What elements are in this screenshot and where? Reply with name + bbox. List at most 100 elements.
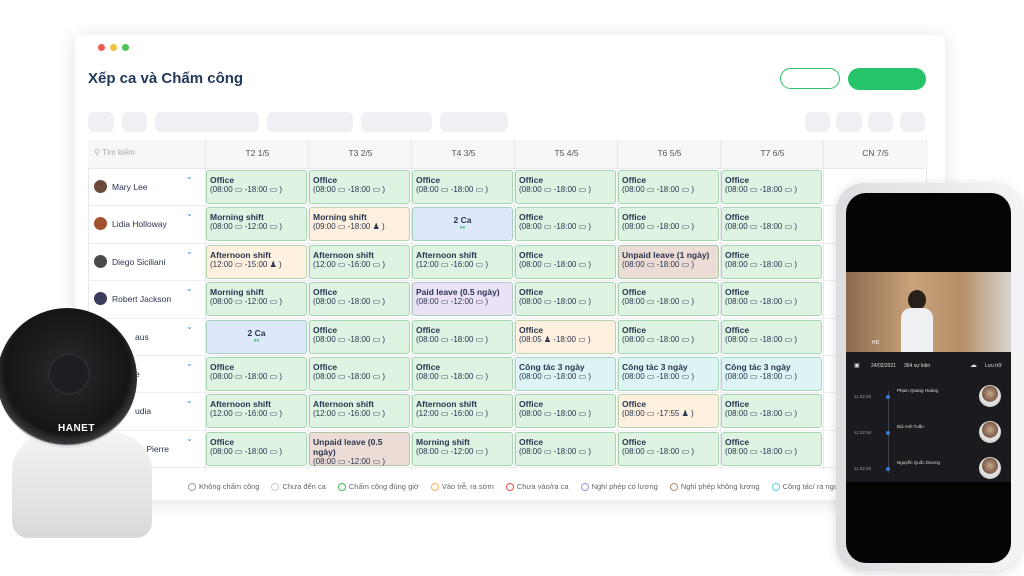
- shift-cell[interactable]: Office (08:00 ▭ -18:00 ▭ ): [721, 319, 822, 354]
- legend-label: Chưa vào/ra ca: [516, 482, 569, 491]
- shift-cell[interactable]: Công tác 3 ngày (08:00 ▭ -18:00 ▭ ): [618, 357, 719, 391]
- shift-cell[interactable]: Office (08:00 ▭ -18:00 ▭ ): [515, 431, 616, 466]
- shift-cell[interactable]: Office (08:00 ▭ -18:00 ▭ ): [515, 244, 616, 279]
- shift-cell[interactable]: Office (08:00 ▭ -18:00 ▭ ): [309, 170, 410, 204]
- shift-cell[interactable]: Office (08:00 ▭ -18:00 ▭ ): [412, 319, 513, 354]
- shift-title: Office: [210, 436, 235, 447]
- legend-item: Nghỉ phép không lương: [669, 482, 760, 491]
- toolbar-item[interactable]: [155, 112, 259, 132]
- legend-dot: [188, 482, 196, 491]
- shift-cell[interactable]: Afternoon shift (12:00 ▭ -15:00 ♟ ): [206, 244, 307, 279]
- shift-cell[interactable]: Office (08:00 ▭ -18:00 ▭ ): [206, 357, 307, 391]
- shift-cell[interactable]: Morning shift (08:00 ▭ -12:00 ▭ ): [206, 282, 307, 317]
- shift-cell[interactable]: Office (08:00 ▭ -18:00 ▭ ): [618, 431, 719, 466]
- shift-time: (08:00 ▭ -12:00 ▭ ): [210, 297, 283, 307]
- shift-time: (08:00 ▭ -18:00 ▭ ): [725, 259, 798, 269]
- shift-cell[interactable]: Office (08:00 ▭ -18:00 ▭ ): [206, 170, 307, 204]
- row-line: [88, 242, 925, 244]
- event-avatar: [979, 457, 1001, 479]
- event-name: Bùi Anh Tuấn: [897, 424, 924, 429]
- shift-cell[interactable]: Afternoon shift (12:00 ▭ -16:00 ▭ ): [412, 394, 513, 429]
- shift-cell[interactable]: Office (08:00 ▭ -18:00 ▭ ): [309, 319, 410, 354]
- archive[interactable]: Lưu trữ: [985, 363, 1002, 369]
- shift-cell[interactable]: Công tác 3 ngày (08:00 ▭ -18:00 ▭ ): [721, 357, 822, 391]
- toolbar-item[interactable]: [440, 112, 508, 132]
- shift-cell[interactable]: Office (08:00 ▭ -18:00 ▭ ): [515, 282, 616, 317]
- shift-cell[interactable]: Office (08:00 ▭ -18:00 ▭ ): [618, 319, 719, 354]
- shift-cell[interactable]: Công tác 3 ngày (08:00 ▭ -18:00 ▭ ): [515, 357, 616, 391]
- shift-cell[interactable]: Afternoon shift (12:00 ▭ -16:00 ▭ ): [309, 244, 410, 279]
- shift-cell[interactable]: 2 Ca ••: [206, 319, 307, 354]
- shift-title: Office: [725, 324, 750, 335]
- video-person: [908, 290, 926, 310]
- event-dot: [886, 431, 890, 435]
- camera-lens: [50, 355, 88, 393]
- shift-cell[interactable]: Office (08:00 ▭ -18:00 ▭ ): [412, 170, 513, 204]
- event-avatar: [979, 385, 1001, 407]
- shift-cell[interactable]: Afternoon shift (12:00 ▭ -16:00 ▭ ): [309, 394, 410, 429]
- expand: ⌄: [186, 172, 193, 181]
- shift-cell[interactable]: Office (08:00 ▭ -18:00 ▭ ): [515, 394, 616, 429]
- shift-time: (08:00 ▭ -18:00 ▭ ): [210, 372, 283, 381]
- shift-time: (12:00 ▭ -16:00 ▭ ): [416, 409, 489, 419]
- shift-title: Office: [210, 175, 235, 185]
- button[interactable]: [780, 68, 840, 89]
- shift-cell[interactable]: Office (08:00 ▭ -18:00 ▭ ): [618, 170, 719, 204]
- shift-cell[interactable]: Office (08:00 ▭ -18:00 ▭ ): [206, 431, 307, 466]
- search[interactable]: ⚲ Tìm kiếm: [94, 148, 135, 157]
- dot: [98, 44, 105, 51]
- day-header: T5 4/5: [554, 148, 579, 158]
- search-placeholder: Tìm kiếm: [101, 148, 135, 157]
- shift-cell[interactable]: Office (08:00 ▭ -18:00 ▭ ): [721, 170, 822, 204]
- event-name: Phạm Quang Hoàng: [897, 388, 939, 393]
- legend-label: Nghỉ phép có lương: [591, 482, 658, 491]
- shift-cell[interactable]: Office (08:00 ▭ -18:00 ▭ ): [412, 357, 513, 391]
- toolbar-item[interactable]: [868, 112, 893, 132]
- toolbar-item[interactable]: [361, 112, 432, 132]
- shift-cell[interactable]: Office (08:00 ▭ -18:00 ▭ ): [721, 207, 822, 242]
- shift-cell[interactable]: Afternoon shift (12:00 ▭ -16:00 ▭ ): [206, 394, 307, 429]
- shift-cell[interactable]: Office (08:00 ▭ -17:55 ♟ ): [618, 394, 719, 429]
- day-header: T7 6/5: [760, 148, 785, 158]
- shift-cell[interactable]: Afternoon shift (12:00 ▭ -16:00 ▭ ): [412, 244, 513, 279]
- shift-cell[interactable]: Morning shift (08:00 ▭ -12:00 ▭ ): [412, 431, 513, 466]
- expand: ⌄: [186, 359, 193, 368]
- shift-cell[interactable]: Office (08:00 ▭ -18:00 ▭ ): [618, 282, 719, 317]
- shift-cell[interactable]: Office (08:00 ▭ -18:00 ▭ ): [309, 357, 410, 391]
- toolbar-item[interactable]: [88, 112, 114, 132]
- toolbar-item[interactable]: [122, 112, 147, 132]
- shift-cell[interactable]: Office (08:00 ▭ -18:00 ▭ ): [515, 170, 616, 204]
- day-header: CN 7/5: [862, 148, 889, 158]
- row-line: [88, 205, 925, 207]
- shift-cell[interactable]: Morning shift (09:00 ▭ -18:00 ♟ ): [309, 207, 410, 242]
- shift-time: (08:00 ▭ -18:00 ▭ ): [416, 334, 489, 344]
- shift-title: Office: [519, 399, 544, 410]
- shift-cell[interactable]: Office (08:00 ▭ -18:00 ▭ ): [721, 431, 822, 466]
- shift-time: (08:00 ▭ -18:00 ▭ ): [622, 334, 695, 344]
- shift-cell[interactable]: Unpaid leave (0.5 ngày) (08:00 ▭ -12:00 ▭…: [309, 431, 410, 466]
- button[interactable]: [848, 68, 926, 90]
- shift-cell[interactable]: Office (08:00 ▭ -18:00 ▭ ): [309, 282, 410, 317]
- row-line: [88, 429, 925, 431]
- toolbar-item[interactable]: [267, 112, 353, 132]
- shift-cell[interactable]: Office (08:00 ▭ -18:00 ▭ ): [515, 207, 616, 242]
- toolbar-item[interactable]: [805, 112, 830, 132]
- shift-title: Office: [519, 212, 544, 223]
- toolbar-item[interactable]: [836, 112, 862, 132]
- shift-title: Office: [519, 249, 544, 260]
- shift-cell[interactable]: Office (08:00 ▭ -18:00 ▭ ): [721, 282, 822, 317]
- column-line: [720, 140, 721, 470]
- shift-cell[interactable]: Office (08:00 ▭ -18:00 ▭ ): [721, 244, 822, 279]
- legend-item: Chưa đến ca: [271, 482, 326, 491]
- shift-cell[interactable]: Office (08:05 ♟ -18:00 ▭ ): [515, 319, 616, 354]
- shift-cell[interactable]: Office (08:00 ▭ -18:00 ▭ ): [618, 207, 719, 242]
- shift-cell[interactable]: 2 Ca ••: [412, 207, 513, 242]
- toolbar-item[interactable]: [900, 112, 925, 132]
- shift-cell[interactable]: Office (08:00 ▭ -18:00 ▭ ): [721, 394, 822, 429]
- shift-cell[interactable]: Unpaid leave (1 ngày) (08:00 ▭ -18:00 ▭ ): [618, 244, 719, 279]
- shift-time: (08:00 ▭ -12:00 ▭ ): [416, 297, 489, 307]
- shift-cell[interactable]: Paid leave (0.5 ngày) (08:00 ▭ -12:00 ▭ ): [412, 282, 513, 317]
- legend: Không chấm công Chưa đến ca Chấm công đúng…: [188, 482, 844, 491]
- shift-cell[interactable]: Morning shift (08:00 ▭ -12:00 ▭ ): [206, 207, 307, 242]
